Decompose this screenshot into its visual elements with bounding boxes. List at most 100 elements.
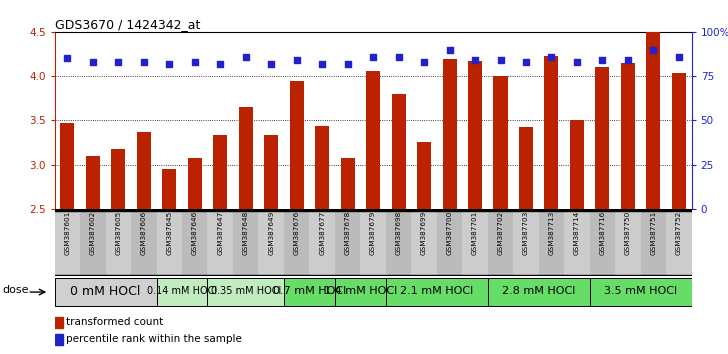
Bar [360, 209, 386, 276]
Bar [462, 209, 488, 276]
Text: GSM387713: GSM387713 [548, 211, 555, 255]
Bar [207, 278, 284, 306]
Bar [80, 209, 106, 276]
Text: GSM387752: GSM387752 [676, 211, 682, 255]
Bar [233, 209, 258, 276]
Point [495, 57, 507, 63]
Text: GSM387698: GSM387698 [395, 211, 402, 255]
Text: GSM387701: GSM387701 [472, 211, 478, 255]
Point [622, 57, 634, 63]
Bar [55, 317, 63, 328]
Text: GSM387605: GSM387605 [115, 211, 122, 255]
Point [87, 59, 99, 65]
Text: 1.4 mM HOCl: 1.4 mM HOCl [324, 286, 397, 296]
Bar [443, 59, 456, 209]
Text: GSM387647: GSM387647 [217, 211, 223, 255]
Bar [86, 156, 100, 209]
Text: GSM387716: GSM387716 [599, 211, 606, 255]
Bar [672, 73, 686, 209]
Bar [131, 209, 157, 276]
Text: 2.1 mM HOCl: 2.1 mM HOCl [400, 286, 473, 296]
Text: 0.35 mM HOCl: 0.35 mM HOCl [210, 286, 281, 296]
Bar [494, 76, 507, 209]
Bar [641, 209, 666, 276]
Text: 0.14 mM HOCl: 0.14 mM HOCl [147, 286, 217, 296]
Text: GSM387750: GSM387750 [625, 211, 631, 255]
Point [342, 61, 354, 67]
Text: GSM387646: GSM387646 [191, 211, 198, 255]
Point [138, 59, 150, 65]
Bar [596, 67, 609, 209]
Text: 2.8 mM HOCl: 2.8 mM HOCl [502, 286, 575, 296]
Text: GSM387751: GSM387751 [650, 211, 657, 255]
Bar [570, 120, 584, 209]
Point [648, 47, 660, 52]
Text: GSM387602: GSM387602 [90, 211, 96, 255]
Bar [157, 209, 182, 276]
Bar [182, 209, 207, 276]
Text: GSM387649: GSM387649 [268, 211, 274, 255]
Point [113, 59, 124, 65]
Text: GSM387678: GSM387678 [344, 211, 351, 255]
Text: transformed count: transformed count [66, 318, 163, 327]
Point [571, 59, 583, 65]
Bar [188, 158, 202, 209]
Text: percentile rank within the sample: percentile rank within the sample [66, 334, 242, 344]
Text: 0 mM HOCl: 0 mM HOCl [71, 285, 141, 298]
Point [470, 57, 481, 63]
Bar [335, 209, 360, 276]
Bar [213, 135, 227, 209]
Bar [488, 278, 590, 306]
Bar [646, 32, 660, 209]
Point [368, 54, 379, 59]
Bar [55, 209, 692, 211]
Bar [315, 126, 329, 209]
Bar [366, 71, 380, 209]
Bar [239, 107, 253, 209]
Text: GSM387699: GSM387699 [421, 211, 427, 255]
Bar [55, 209, 80, 276]
Bar [207, 209, 233, 276]
Point [444, 47, 456, 52]
Bar [111, 149, 125, 209]
Text: GSM387676: GSM387676 [293, 211, 300, 255]
Point [189, 59, 201, 65]
Bar [309, 209, 335, 276]
Bar [417, 143, 431, 209]
Text: GSM387606: GSM387606 [141, 211, 147, 255]
Bar [545, 56, 558, 209]
Text: GSM387700: GSM387700 [446, 211, 453, 255]
Text: GSM387714: GSM387714 [574, 211, 580, 255]
Bar [55, 275, 692, 276]
Text: dose: dose [3, 285, 29, 296]
Text: GSM387703: GSM387703 [523, 211, 529, 255]
Bar [590, 278, 692, 306]
Text: 3.5 mM HOCl: 3.5 mM HOCl [604, 286, 677, 296]
Bar [137, 132, 151, 209]
Bar [264, 135, 278, 209]
Text: GSM387679: GSM387679 [370, 211, 376, 255]
Bar [519, 127, 533, 209]
Bar [341, 159, 355, 209]
Point [215, 61, 226, 67]
Bar [590, 209, 615, 276]
Point [317, 61, 328, 67]
Bar [564, 209, 590, 276]
Point [164, 61, 175, 67]
Text: 0.7 mM HOCl: 0.7 mM HOCl [273, 286, 346, 296]
Point [291, 57, 303, 63]
Bar [488, 209, 513, 276]
Bar [386, 209, 411, 276]
Text: GDS3670 / 1424342_at: GDS3670 / 1424342_at [55, 18, 200, 31]
Point [521, 59, 532, 65]
Bar [55, 334, 63, 345]
Bar [666, 209, 692, 276]
Point [546, 54, 558, 59]
Bar [284, 209, 309, 276]
Point [597, 57, 609, 63]
Bar [258, 209, 284, 276]
Bar [290, 80, 304, 209]
Bar [284, 278, 335, 306]
Bar [513, 209, 539, 276]
Point [673, 54, 685, 59]
